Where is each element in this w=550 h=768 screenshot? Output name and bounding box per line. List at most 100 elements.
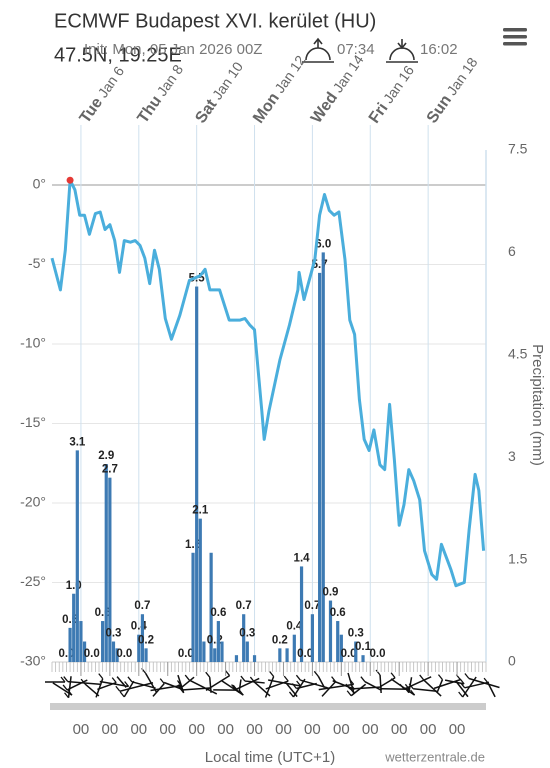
data-label: 0.6 bbox=[330, 607, 346, 619]
precip-bar bbox=[82, 641, 87, 662]
x-tick-label: 00 bbox=[102, 721, 119, 738]
data-label: 6.0 bbox=[315, 238, 331, 250]
precip-bar bbox=[354, 641, 358, 662]
chart-title: ECMWF Budapest XVI. kerület (HU) bbox=[54, 10, 376, 32]
data-label: 0.0 bbox=[341, 648, 357, 660]
wind-barb bbox=[459, 678, 465, 685]
wind-arrow bbox=[221, 680, 244, 696]
precip-bar bbox=[245, 641, 249, 662]
scrollbar[interactable] bbox=[50, 703, 486, 710]
wind-arrow bbox=[413, 688, 437, 692]
wind-arrow bbox=[350, 683, 367, 697]
wind-arrow bbox=[205, 675, 231, 691]
wind-barb bbox=[408, 683, 414, 690]
wind-barb bbox=[283, 675, 289, 682]
y-tick-label: -25° bbox=[20, 573, 46, 589]
precip-bar bbox=[137, 634, 141, 662]
data-label: 2.7 bbox=[102, 464, 118, 476]
wind-arrow bbox=[67, 676, 72, 698]
wind-barb bbox=[205, 671, 211, 678]
wind-barb bbox=[62, 684, 68, 691]
y2-tick-label: 7.5 bbox=[508, 141, 528, 157]
y-tick-label: 0° bbox=[33, 176, 46, 192]
precip-bar bbox=[292, 634, 296, 662]
menu-button[interactable] bbox=[503, 28, 527, 46]
x-tick-label: 00 bbox=[130, 721, 147, 738]
wind-barb bbox=[288, 691, 294, 698]
y-tick-label: -5° bbox=[28, 255, 46, 271]
wind-barb bbox=[60, 676, 66, 683]
precip-bar bbox=[318, 272, 322, 662]
precip-bar bbox=[79, 621, 83, 662]
precip-bar bbox=[220, 641, 224, 662]
wind-barb bbox=[295, 674, 301, 681]
x-tick-label: 00 bbox=[73, 721, 90, 738]
sunset-icon bbox=[386, 39, 418, 63]
precip-bar bbox=[299, 566, 304, 662]
wind-barb bbox=[234, 687, 240, 693]
data-label: 0.0 bbox=[178, 648, 194, 660]
precip-bar bbox=[213, 648, 217, 662]
wind-arrow bbox=[238, 679, 242, 693]
x-tick-label: 00 bbox=[217, 721, 234, 738]
wind-barb bbox=[460, 682, 466, 689]
sunrise-icon bbox=[302, 37, 334, 63]
x-tick-label: 00 bbox=[362, 721, 379, 738]
wind-barb bbox=[437, 674, 443, 681]
data-label: 1.0 bbox=[66, 580, 82, 592]
wind-barb bbox=[63, 676, 69, 682]
wind-barb bbox=[296, 680, 302, 687]
wind-arrow bbox=[468, 677, 500, 689]
y2-tick-label: 4.5 bbox=[508, 346, 528, 362]
wind-arrow bbox=[235, 677, 260, 691]
sunset-time: 16:02 bbox=[420, 41, 458, 58]
data-label: 0.3 bbox=[239, 628, 255, 640]
precip-bar bbox=[140, 614, 145, 662]
wind-arrow bbox=[131, 681, 156, 689]
precip-bar bbox=[72, 593, 76, 662]
data-label: 0.4 bbox=[286, 621, 303, 633]
wind-barb bbox=[410, 689, 416, 696]
precip-bar bbox=[144, 648, 148, 662]
precip-bar bbox=[242, 614, 246, 662]
credit: wetterzentrale.de bbox=[384, 749, 485, 764]
wind-arrow bbox=[321, 681, 337, 697]
x-tick-label: 00 bbox=[246, 721, 263, 738]
max-marker bbox=[66, 176, 74, 184]
precip-bar bbox=[361, 655, 365, 662]
precip-bar bbox=[252, 655, 257, 662]
precip-bar bbox=[339, 634, 343, 662]
init-time: Init: Mon, 05 Jan 2026 00Z bbox=[84, 41, 262, 58]
data-label: 2.1 bbox=[192, 505, 209, 517]
data-label: 0.2 bbox=[138, 634, 154, 646]
data-label: 0.0 bbox=[116, 648, 132, 660]
precip-bar bbox=[68, 627, 72, 662]
wind-arrow bbox=[188, 679, 218, 695]
data-label: 1.4 bbox=[294, 552, 311, 564]
wind-arrow bbox=[208, 677, 212, 693]
x-tick-label: 00 bbox=[159, 721, 176, 738]
temperature-line bbox=[50, 178, 486, 588]
precip-bar bbox=[216, 621, 220, 662]
data-label: 0.6 bbox=[95, 607, 111, 619]
wind-arrow bbox=[423, 679, 442, 697]
wind-arrow bbox=[379, 674, 382, 694]
data-label: 0.0 bbox=[297, 648, 313, 660]
data-label: 0.4 bbox=[131, 621, 148, 633]
wind-arrow bbox=[403, 676, 432, 690]
wind-barb bbox=[80, 678, 86, 685]
precip-bar bbox=[234, 655, 239, 662]
data-label: 3.1 bbox=[69, 436, 86, 448]
wind-barb bbox=[390, 672, 396, 679]
wind-barb bbox=[291, 683, 297, 689]
wind-barb bbox=[121, 681, 127, 688]
wind-barb bbox=[399, 683, 405, 690]
top-tick-label: Sun Jan 18 bbox=[424, 54, 482, 127]
data-label: 0.0 bbox=[58, 648, 74, 660]
top-tick-label: Mon Jan 12 bbox=[250, 52, 310, 127]
wind-barbs bbox=[45, 667, 500, 699]
x-tick-label: 00 bbox=[420, 721, 437, 738]
precip-bar bbox=[108, 477, 112, 662]
wind-barb bbox=[177, 684, 183, 691]
precip-bar bbox=[104, 464, 108, 662]
